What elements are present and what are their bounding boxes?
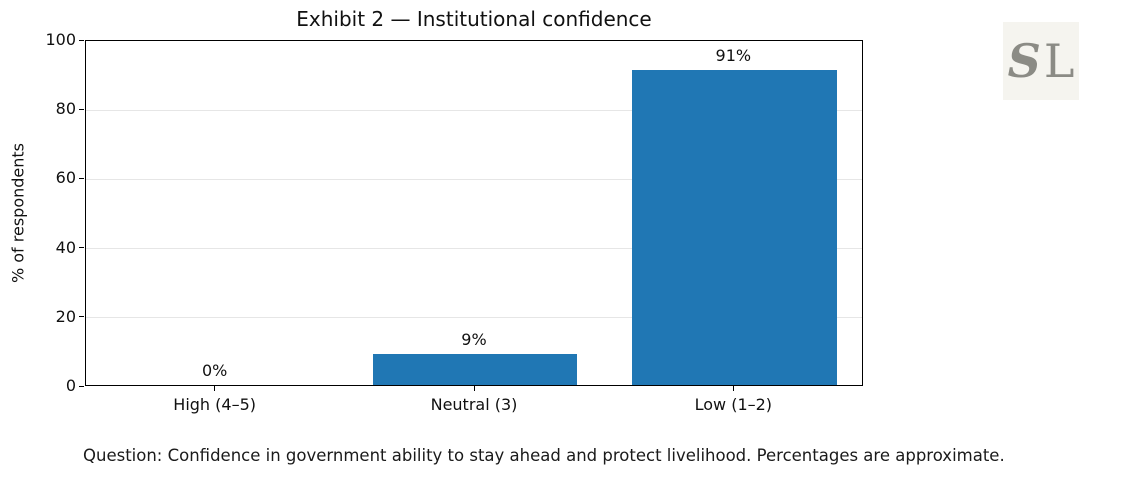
plot-area bbox=[85, 40, 863, 386]
x-tick-label: High (4–5) bbox=[173, 395, 256, 414]
gridline bbox=[86, 248, 862, 250]
bar-value-label: 0% bbox=[201, 361, 228, 380]
x-tick-mark bbox=[214, 386, 216, 391]
bar-2 bbox=[631, 70, 837, 385]
y-tick-label: 80 bbox=[55, 99, 76, 119]
y-tick-mark bbox=[79, 177, 84, 179]
y-tick-mark bbox=[79, 385, 84, 387]
bar-value-label: 9% bbox=[461, 329, 487, 349]
y-tick-label: 60 bbox=[55, 168, 76, 188]
y-tick-mark bbox=[79, 247, 84, 249]
y-tick-mark bbox=[79, 108, 84, 110]
gridline bbox=[86, 109, 862, 111]
logo: S L bbox=[1003, 22, 1079, 100]
gridline bbox=[86, 178, 862, 180]
y-tick-label: 0 bbox=[65, 376, 76, 395]
x-tick-mark bbox=[732, 386, 734, 391]
y-axis-label: % of respondents bbox=[8, 142, 28, 284]
x-tick-mark bbox=[473, 386, 475, 391]
logo-letter-s: S bbox=[1007, 34, 1041, 88]
chart-title: Exhibit 2 — Institutional confidence bbox=[296, 7, 652, 31]
gridline bbox=[86, 317, 862, 319]
y-tick-label: 100 bbox=[45, 30, 76, 49]
x-tick-label: Low (1–2) bbox=[694, 395, 773, 414]
x-tick-label: Neutral (3) bbox=[430, 395, 518, 414]
logo-letter-l: L bbox=[1043, 34, 1075, 88]
y-tick-label: 40 bbox=[55, 237, 76, 257]
chart-caption: Question: Confidence in government abili… bbox=[83, 446, 1005, 465]
y-tick-mark bbox=[79, 316, 84, 318]
bar-value-label: 91% bbox=[715, 46, 752, 66]
bar-1 bbox=[372, 353, 578, 385]
y-tick-mark bbox=[79, 39, 84, 41]
y-tick-label: 20 bbox=[55, 306, 76, 326]
